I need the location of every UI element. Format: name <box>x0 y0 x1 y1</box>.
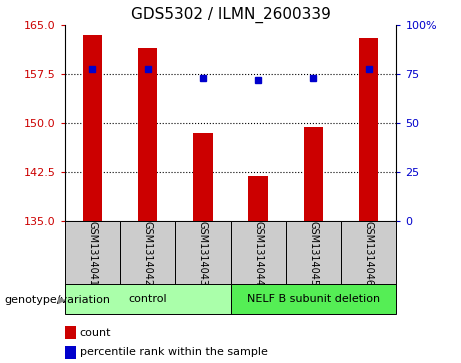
Bar <box>83 35 102 221</box>
Bar <box>138 48 157 221</box>
FancyBboxPatch shape <box>230 221 286 285</box>
Bar <box>304 127 323 221</box>
Text: NELF B subunit deletion: NELF B subunit deletion <box>247 294 380 304</box>
Text: GSM1314042: GSM1314042 <box>142 221 153 286</box>
Text: GSM1314046: GSM1314046 <box>364 221 374 286</box>
Bar <box>359 38 378 221</box>
Text: control: control <box>128 294 167 304</box>
FancyBboxPatch shape <box>65 221 120 285</box>
FancyBboxPatch shape <box>65 284 230 314</box>
Text: genotype/variation: genotype/variation <box>5 295 111 305</box>
Text: ▶: ▶ <box>58 295 65 305</box>
Text: GSM1314044: GSM1314044 <box>253 221 263 286</box>
FancyBboxPatch shape <box>120 221 175 285</box>
FancyBboxPatch shape <box>286 221 341 285</box>
FancyBboxPatch shape <box>175 221 230 285</box>
FancyBboxPatch shape <box>341 221 396 285</box>
Bar <box>193 133 213 221</box>
Text: GSM1314043: GSM1314043 <box>198 221 208 286</box>
Text: GSM1314041: GSM1314041 <box>87 221 97 286</box>
Text: count: count <box>80 327 111 338</box>
FancyBboxPatch shape <box>230 284 396 314</box>
Text: GSM1314045: GSM1314045 <box>308 221 319 286</box>
Bar <box>248 176 268 221</box>
Title: GDS5302 / ILMN_2600339: GDS5302 / ILMN_2600339 <box>130 7 331 23</box>
Text: percentile rank within the sample: percentile rank within the sample <box>80 347 268 358</box>
